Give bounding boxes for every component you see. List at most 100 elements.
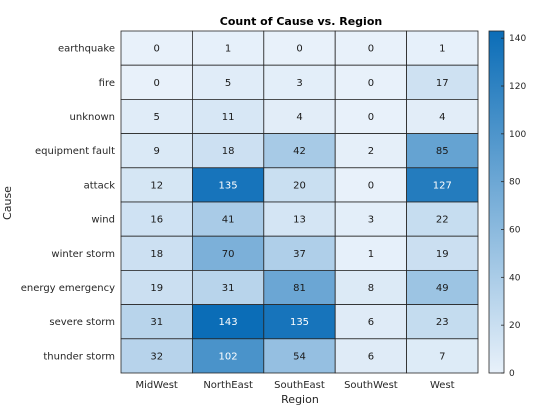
cell-value-label: 7: [439, 351, 445, 362]
heatmap-cell: [191, 99, 265, 135]
colorbar-tick-label: 140: [509, 34, 526, 44]
cell-value-label: 13: [293, 215, 306, 226]
colorbar-tick-label: 120: [509, 82, 526, 92]
cell-value-label: 135: [290, 317, 309, 328]
heatmap-cell: [263, 64, 336, 100]
heatmap-cell: [406, 338, 479, 374]
heatmap-cell: [334, 338, 408, 374]
cell-value-label: 18: [222, 146, 235, 157]
heatmap-cell: [120, 133, 193, 169]
cell-value-label: 5: [154, 112, 160, 123]
cell-value-label: 19: [150, 283, 163, 294]
colorbar-gradient: [488, 30, 505, 374]
y-tick-label: severe storm: [49, 317, 115, 328]
cell-value-label: 70: [222, 249, 235, 260]
cell-value-label: 41: [222, 215, 235, 226]
y-tick-label: equipment fault: [35, 146, 115, 157]
cell-value-label: 42: [293, 146, 306, 157]
cell-value-label: 4: [296, 112, 302, 123]
cell-value-label: 37: [293, 249, 306, 260]
x-axis-label: Region: [281, 393, 319, 406]
cell-value-label: 3: [368, 215, 374, 226]
y-tick-label: winter storm: [51, 249, 115, 260]
cell-value-label: 127: [433, 180, 452, 191]
heatmap-cell: [406, 133, 479, 169]
cell-value-label: 0: [368, 44, 374, 55]
cell-value-label: 6: [368, 351, 374, 362]
heatmap-cell: [406, 201, 479, 237]
heatmap-cell: [120, 269, 193, 305]
cell-value-label: 102: [219, 351, 238, 362]
cell-value-label: 12: [150, 180, 163, 191]
cell-value-label: 17: [436, 78, 449, 89]
heatmap-cell: [334, 269, 408, 305]
heatmap-cell: [120, 30, 193, 66]
cell-value-label: 1: [439, 44, 445, 55]
colorbar-tick-label: 20: [509, 321, 521, 331]
cell-value-label: 1: [225, 44, 231, 55]
colorbar-tick-label: 100: [509, 130, 526, 140]
heatmap-cell: [406, 167, 479, 203]
x-tick-label: SouthWest: [344, 380, 398, 391]
colorbar: 0 20 40 60 80 100 120 140: [488, 30, 526, 379]
heatmap-cell: [191, 338, 265, 374]
cell-value-label: 31: [222, 283, 235, 294]
cell-value-label: 4: [439, 112, 445, 123]
cell-value-label: 31: [150, 317, 163, 328]
x-tick-labels: MidWest NorthEast SouthEast SouthWest West: [136, 380, 455, 391]
cell-value-label: 32: [150, 351, 163, 362]
cell-value-label: 8: [368, 283, 374, 294]
heatmap-cell: [263, 30, 336, 66]
cell-value-label: 81: [293, 283, 306, 294]
heatmap-cell: [191, 201, 265, 237]
heatmap-cell: [120, 64, 193, 100]
heatmap-cell: [263, 304, 336, 340]
heatmap-cell: [191, 167, 265, 203]
heatmap-cell: [191, 269, 265, 305]
cell-value-label: 49: [436, 283, 449, 294]
cell-value-label: 54: [293, 351, 306, 362]
cell-value-label: 20: [293, 180, 306, 191]
cell-value-label: 0: [368, 180, 374, 191]
colorbar-tick-label: 0: [509, 369, 515, 379]
y-tick-label: wind: [91, 215, 115, 226]
heatmap-cell: [406, 269, 479, 305]
cell-value-label: 0: [296, 44, 302, 55]
heatmap-cell: [334, 201, 408, 237]
heatmap-cell: [191, 133, 265, 169]
cell-value-label: 2: [368, 146, 374, 157]
cell-value-label: 22: [436, 215, 449, 226]
cell-value-label: 9: [154, 146, 160, 157]
cell-value-label: 0: [154, 78, 160, 89]
y-axis-label: Cause: [1, 186, 14, 220]
cell-value-label: 85: [436, 146, 449, 157]
heatmap-cell: [263, 201, 336, 237]
heatmap-cell: [263, 338, 336, 374]
x-tick-label: SouthEast: [274, 380, 325, 391]
cell-value-label: 135: [219, 180, 238, 191]
heatmap-cell: [406, 64, 479, 100]
colorbar-tick-label: 60: [509, 226, 521, 236]
cell-value-label: 1: [368, 249, 374, 260]
heatmap-cell: [263, 167, 336, 203]
heatmap-cell: [334, 99, 408, 135]
colorbar-tick-label: 80: [509, 178, 521, 188]
y-tick-labels: earthquake fire unknown equipment fault atta…: [21, 44, 115, 363]
cell-value-label: 0: [368, 112, 374, 123]
cell-value-label: 19: [436, 249, 449, 260]
heatmap-cell: [120, 235, 193, 271]
heatmap-cell: [191, 30, 265, 66]
x-tick-label: West: [430, 380, 455, 391]
cell-value-label: 3: [296, 78, 302, 89]
cell-value-label: 23: [436, 317, 449, 328]
chart-title: Count of Cause vs. Region: [220, 15, 382, 28]
cell-value-label: 143: [219, 317, 238, 328]
heatmap-cell: [406, 304, 479, 340]
cell-value-label: 18: [150, 249, 163, 260]
cell-value-label: 6: [368, 317, 374, 328]
y-tick-label: attack: [84, 180, 116, 191]
heatmap-cell: [263, 133, 336, 169]
y-tick-label: energy emergency: [21, 283, 115, 294]
